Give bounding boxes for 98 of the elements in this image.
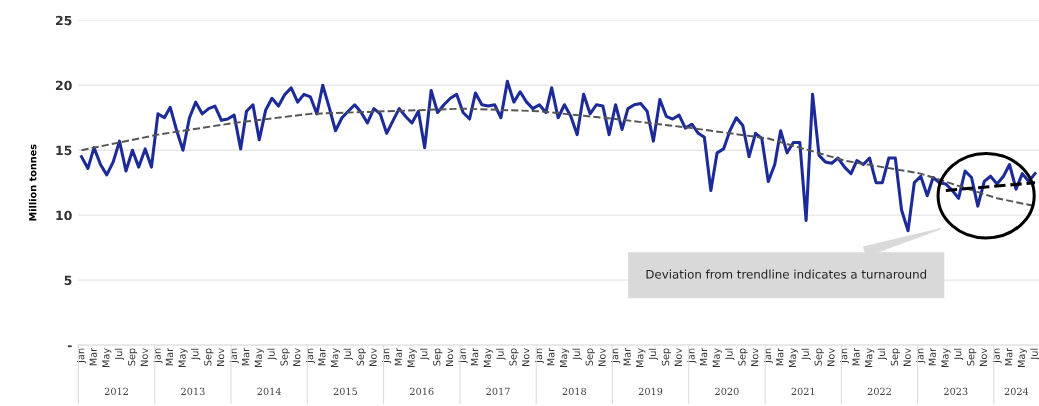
x-tick-label: Jul [953,348,964,361]
x-tick-label: Sep [585,348,595,366]
x-tick-label: Nov [903,348,911,366]
x-tick-label: Sep [280,348,290,366]
x-tick-label: Nov [522,348,530,366]
y-tick-label: - [67,345,72,348]
text: 2012 [104,387,128,396]
x-tick-label: May [1017,348,1027,368]
text: 2021 [791,387,815,396]
x-tick-label: May [941,348,951,368]
y-axis-title: Million tonnes [28,144,37,221]
x-tick-label: Jan [458,348,468,364]
x-tick-label: May [788,348,799,368]
x-tick-label: Mar [699,347,708,366]
y-tick-label: 20 [55,80,72,91]
x-tick-label: Jan [77,348,87,364]
x-tick-label: Jul [572,348,582,361]
annotation: Deviation from trendline indicates a turnaround [646,269,927,279]
x-tick-label: Sep [967,348,977,366]
x-tick-label: Nov [827,348,835,366]
text: 2022 [867,387,891,396]
text: 2014 [257,387,282,396]
x-tick-label: Mar [1005,347,1013,366]
x-tick-label: Mar [165,347,174,366]
x-tick-label: Nov [751,348,759,366]
x-tick-label: May [865,348,875,368]
x-tick-label: Jul [114,348,125,361]
x-tick-label: Jul [191,348,201,361]
x-tick-label: Jul [496,348,506,361]
y-tick-label: 25 [55,15,72,26]
x-tick-label: May [560,348,570,368]
x-tick-label: Jan [382,348,392,364]
x-tick-label: Jan [306,348,316,364]
x-tick-label: Jan [992,348,1002,364]
x-tick-label: Mar [928,347,936,366]
x-tick-label: Mar [547,347,555,366]
x-tick-label: Jan [687,348,697,364]
x-tick-label: Sep [509,348,519,366]
x-tick-label: Jul [419,348,430,361]
y-tick-label: 10 [56,210,72,221]
x-tick-label: Jan [916,348,926,364]
x-tick-label: May [102,348,112,368]
x-tick-label: Nov [369,348,377,366]
x-tick-label: Sep [661,348,672,366]
x-tick-label: Sep [814,348,824,366]
x-tick-label: May [178,348,188,368]
x-tick-label: May [407,348,417,368]
x-tick-label: Jul [648,348,659,361]
x-tick-label: Jul [267,348,277,361]
x-tick-label: Sep [356,348,366,366]
x-tick-label: Jul [725,348,735,361]
x-tick-label: Mar [623,347,631,366]
x-tick-label: May [483,348,493,368]
x-tick-label: Nov [445,348,454,366]
x-tick-label: Jul [343,348,353,361]
x-tick-label: Mar [776,347,784,366]
x-tick-label: Mar [242,347,250,366]
x-tick-label: May [636,348,646,368]
x-tick-label: Nov [140,348,149,366]
y-tick-label: 5 [64,275,72,286]
x-tick-label: Jul [801,348,811,361]
line-series [79,79,1037,233]
x-tick-label: Nov [217,348,225,366]
x-tick-label: May [254,348,264,368]
x-tick-label: Nov [293,348,301,366]
text: 2018 [562,387,587,396]
x-tick-label: Jan [763,348,773,364]
x-tick-label: Jan [229,348,239,364]
x-tick-label: Sep [127,348,138,366]
x-tick-label: Jan [153,348,163,364]
x-tick-label: Jul [877,348,887,361]
x-tick-label: Jan [534,348,544,364]
text: 2017 [486,387,510,396]
y-tick-label: 15 [56,145,72,156]
x-tick-label: Mar [852,347,860,366]
x-tick-label: Nov [979,348,988,366]
x-tick-label: May [712,348,722,368]
text: 2016 [410,387,434,396]
text: 2023 [944,387,968,396]
x-tick-label: Mar [471,347,479,366]
text: 2020 [715,387,739,396]
x-tick-label: Sep [204,348,214,366]
x-tick-label: May [331,348,341,368]
x-tick-label: Nov [674,348,682,366]
text: 2019 [638,387,663,396]
text: 2013 [181,387,205,396]
x-tick-label: Jan [840,348,850,364]
text: 2015 [333,387,358,396]
x-tick-label: Nov [598,348,606,366]
text: 2024 [1004,387,1029,396]
x-tick-label: Mar [318,347,326,366]
x-tick-label: Sep [890,348,900,366]
x-tick-label: Mar [394,347,403,366]
x-tick-label: Jan [611,348,621,364]
x-tick-label: Jul [1030,348,1039,361]
x-tick-label: Sep [738,348,748,366]
x-tick-label: Mar [89,347,97,366]
x-tick-label: Sep [433,348,443,366]
